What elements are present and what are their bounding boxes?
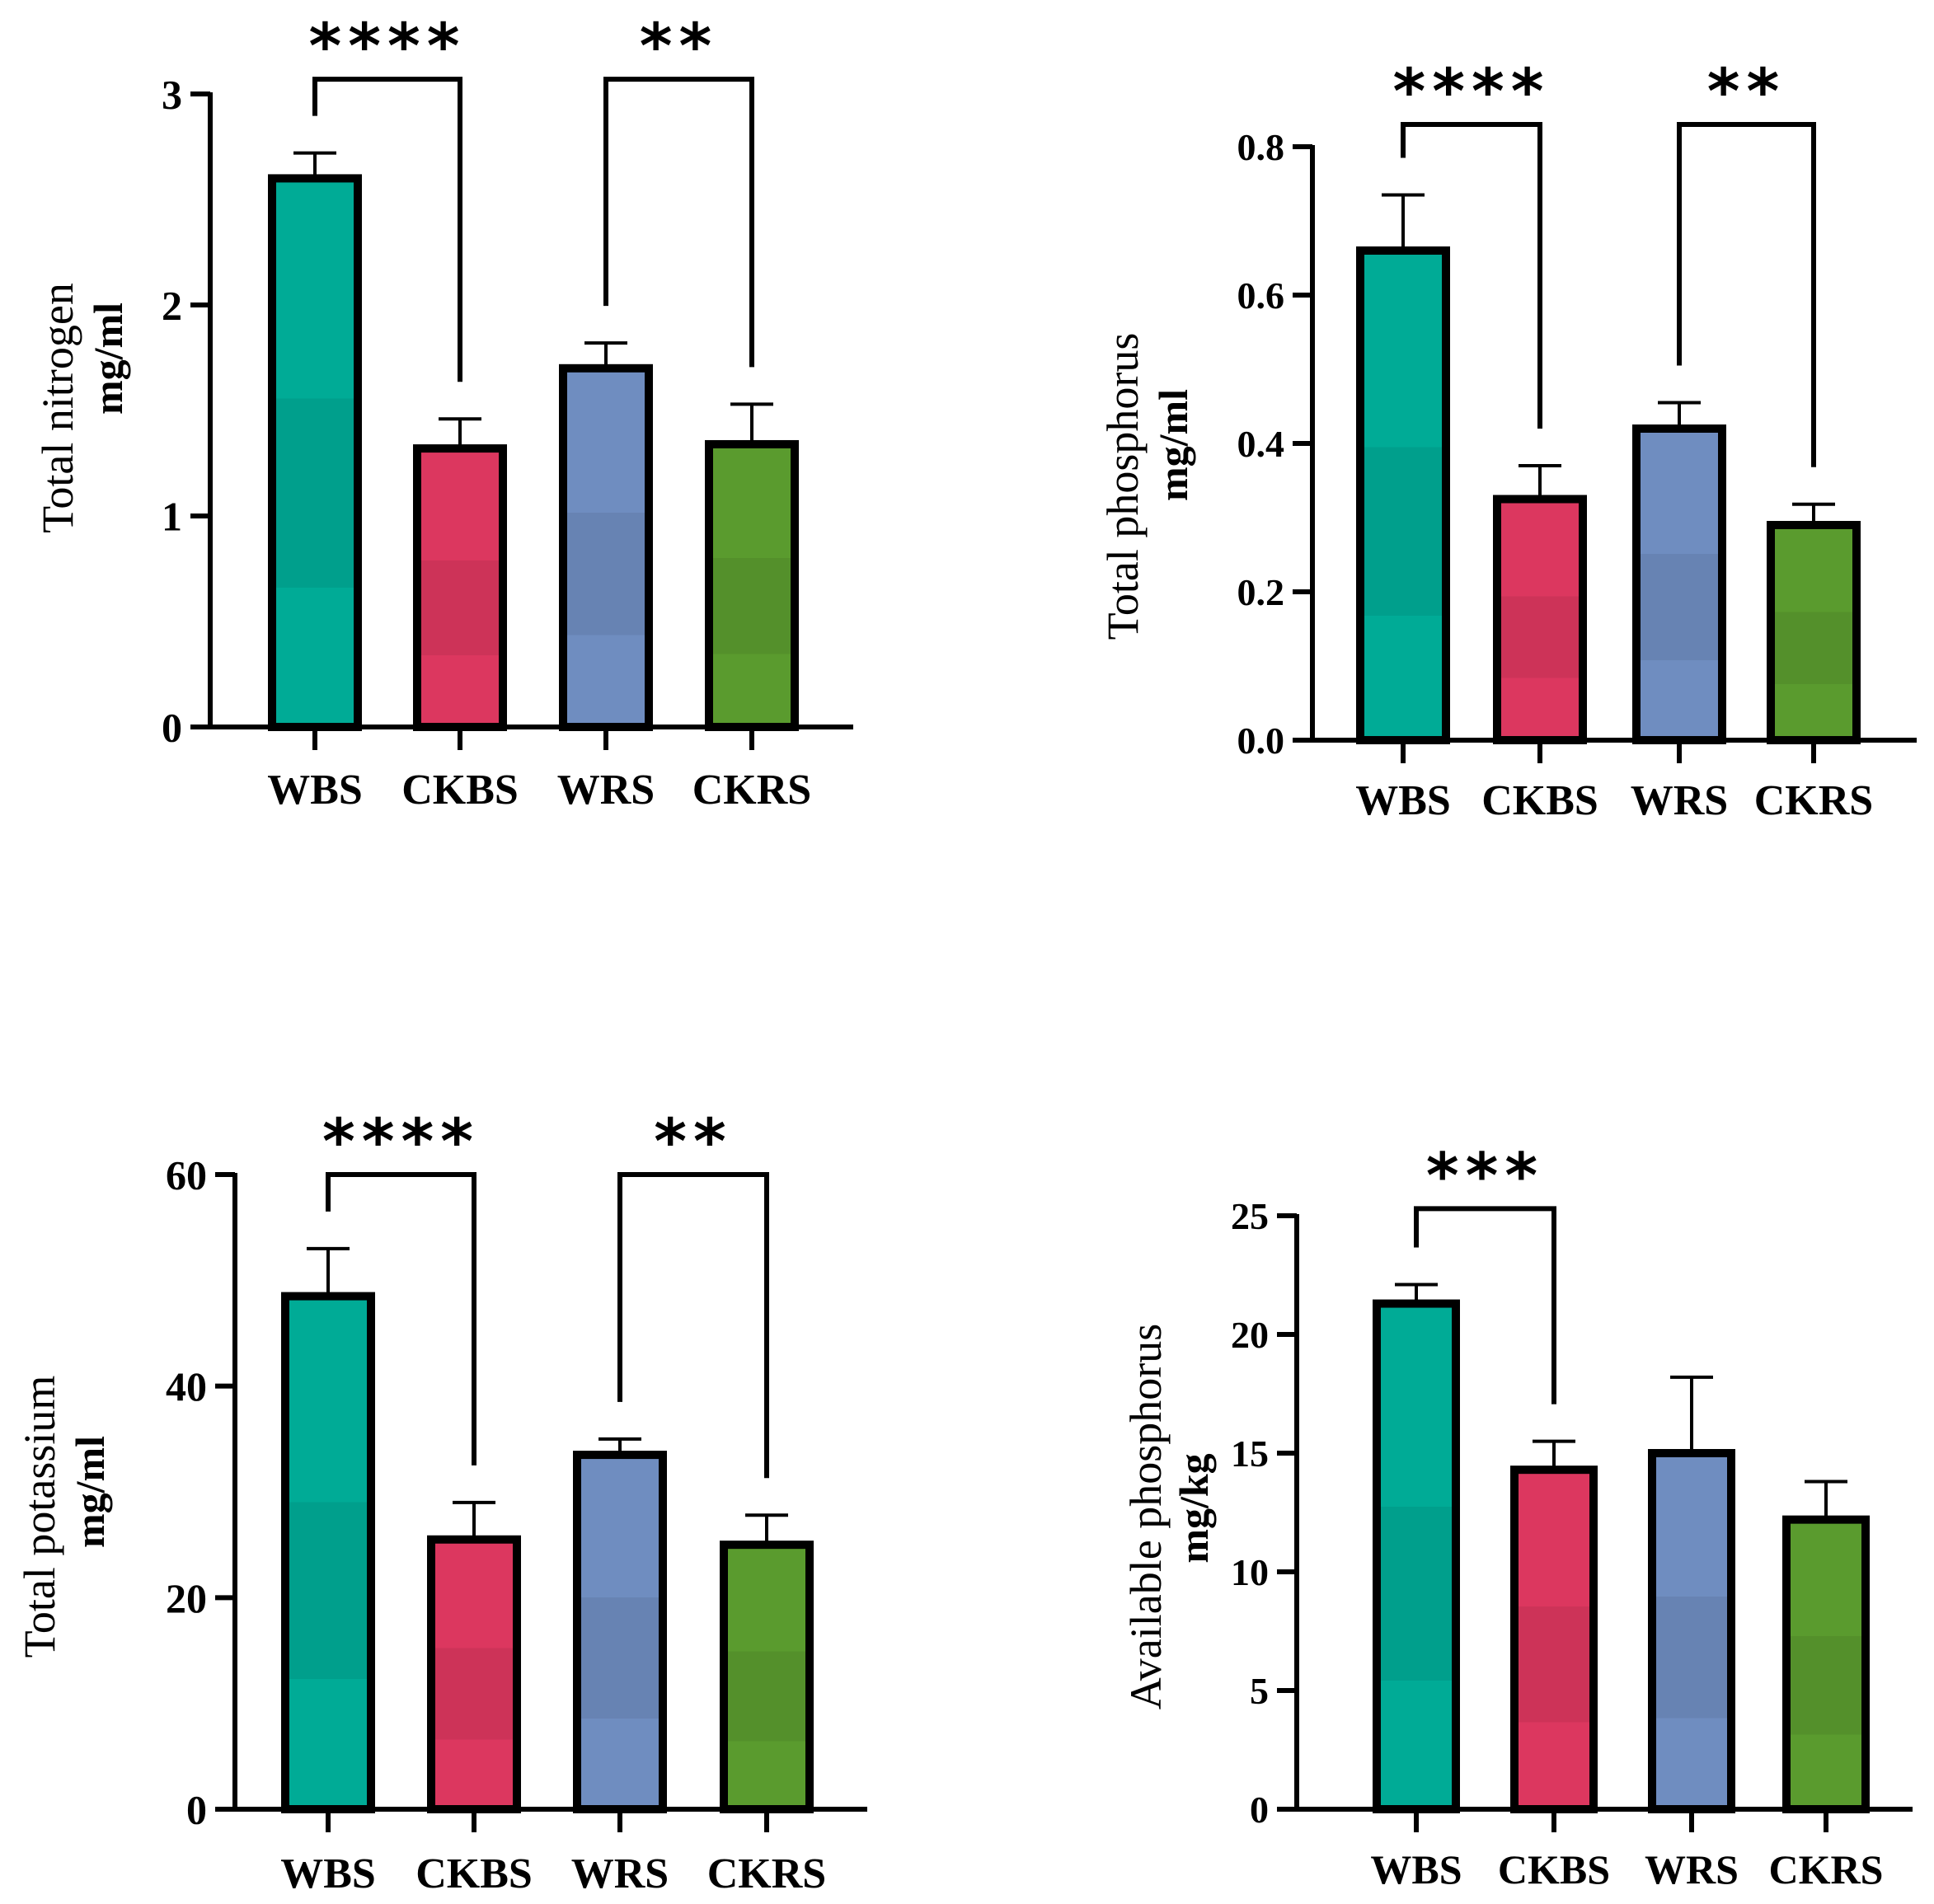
x-tick-label: WBS	[1370, 1846, 1462, 1892]
bar-shading	[713, 448, 791, 723]
y-tick-label: 1	[162, 494, 182, 540]
significance-bracket	[326, 1172, 476, 1466]
y-tick-label: 0	[1250, 1789, 1269, 1831]
significance-bracket	[1677, 122, 1816, 467]
y-tick-label: 40	[166, 1363, 207, 1409]
x-tick-label: WBS	[1355, 777, 1451, 824]
significance-label: **	[1707, 54, 1786, 128]
x-tick-label: WBS	[267, 767, 363, 814]
y-tick-label: 0	[162, 705, 182, 751]
chart-available-phosphorus: Available phosphorus mg/kg 0 5 10 15 20 25 WBS…	[1121, 1138, 1913, 1892]
bar-shading	[1656, 1457, 1727, 1805]
y-tick-label: 0	[186, 1787, 207, 1833]
x-tick-label: WRS	[1645, 1846, 1739, 1892]
y-tick-label: 60	[166, 1152, 207, 1198]
bar-shading	[1381, 1307, 1452, 1805]
bar-shading	[728, 1549, 805, 1805]
ylabel: Total potassium	[15, 1376, 64, 1658]
x-tick-label: CKBS	[1498, 1846, 1610, 1892]
bar-shading	[1775, 529, 1852, 736]
bar-shading	[435, 1543, 513, 1805]
ylabel: Total nitrogen	[33, 283, 82, 533]
significance-label: ****	[322, 1104, 480, 1178]
x-tick-label: CKRS	[1769, 1846, 1884, 1892]
x-tick-label: CKRS	[692, 767, 811, 814]
bar-shading	[1501, 503, 1579, 736]
y-tick-label: 10	[1231, 1551, 1269, 1593]
significance-label: ****	[1393, 54, 1551, 128]
x-tick-label: CKBS	[1481, 777, 1598, 824]
y-tick-label: 0.4	[1237, 423, 1285, 465]
significance-bracket	[603, 77, 754, 368]
bar-shading	[276, 182, 354, 723]
y-tick-label: 5	[1250, 1670, 1269, 1712]
bar-shading	[581, 1459, 659, 1805]
significance-bracket	[617, 1172, 769, 1479]
x-tick-label: CKBS	[415, 1850, 533, 1897]
significance-label: ****	[309, 9, 467, 82]
significance-bracket	[1401, 122, 1542, 429]
y-tick-label: 25	[1231, 1195, 1269, 1237]
y-tick-label: 2	[162, 283, 182, 329]
bar-shading	[567, 372, 645, 723]
y-tick-label: 0.6	[1237, 274, 1285, 317]
bar-shading	[421, 453, 499, 723]
chart-total-nitrogen: Total nitrogen mg/ml 0 1 2 3 WBS CKBS WRS CKRS *…	[33, 9, 853, 814]
x-tick-label: CKRS	[1754, 777, 1873, 824]
bar-shading	[1519, 1474, 1589, 1805]
significance-label: **	[640, 9, 719, 82]
y-tick-label: 20	[1231, 1314, 1269, 1356]
chart-total-potassium: Total potassium mg/ml 0 20 40 60 WBS CKBS WRS C…	[15, 1104, 867, 1897]
bar-shading	[289, 1300, 367, 1805]
ylabel-unit: mg/ml	[1150, 389, 1196, 501]
ylabel: Available phosphorus	[1121, 1324, 1171, 1709]
y-tick-label: 0.2	[1237, 571, 1285, 613]
x-tick-label: CKBS	[401, 767, 519, 814]
y-tick-label: 0.0	[1237, 720, 1285, 762]
y-tick-label: 20	[166, 1575, 207, 1621]
bar-shading	[1791, 1523, 1861, 1805]
ylabel-unit: mg/kg	[1171, 1453, 1217, 1563]
y-tick-label: 15	[1231, 1433, 1269, 1475]
x-tick-label: WRS	[557, 767, 655, 814]
x-tick-label: WRS	[1631, 777, 1728, 824]
ylabel-unit: mg/ml	[67, 1436, 113, 1548]
significance-label: **	[654, 1104, 733, 1178]
y-tick-label: 3	[162, 72, 182, 118]
significance-bracket	[312, 77, 462, 382]
significance-bracket	[1414, 1206, 1556, 1405]
y-tick-label: 0.8	[1237, 126, 1285, 168]
x-tick-label: WBS	[280, 1850, 376, 1897]
ylabel: Total phosphorus	[1098, 333, 1148, 640]
bar-shading	[1364, 255, 1442, 736]
ylabel-unit: mg/ml	[85, 302, 131, 415]
bar-shading	[1641, 433, 1718, 736]
x-tick-label: WRS	[571, 1850, 669, 1897]
x-tick-label: CKRS	[707, 1850, 826, 1897]
chart-total-phosphorus: Total phosphorus mg/ml 0.0 0.2 0.4 0.6 0.8 WB…	[1098, 54, 1917, 824]
significance-label: ***	[1426, 1138, 1544, 1212]
